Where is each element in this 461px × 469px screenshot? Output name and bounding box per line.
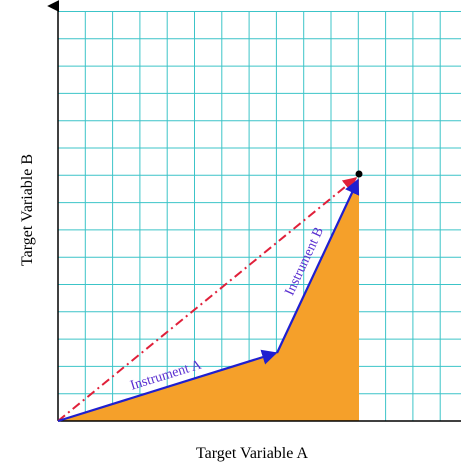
endpoint (355, 170, 363, 178)
resultant-arrow (57, 177, 358, 422)
area (58, 178, 359, 421)
vector-a (57, 349, 278, 423)
y-axis-label: Target Variable B (19, 154, 36, 266)
grid (58, 11, 461, 421)
vector-b (276, 178, 360, 354)
x-axis-label: Target Variable A (196, 445, 308, 462)
